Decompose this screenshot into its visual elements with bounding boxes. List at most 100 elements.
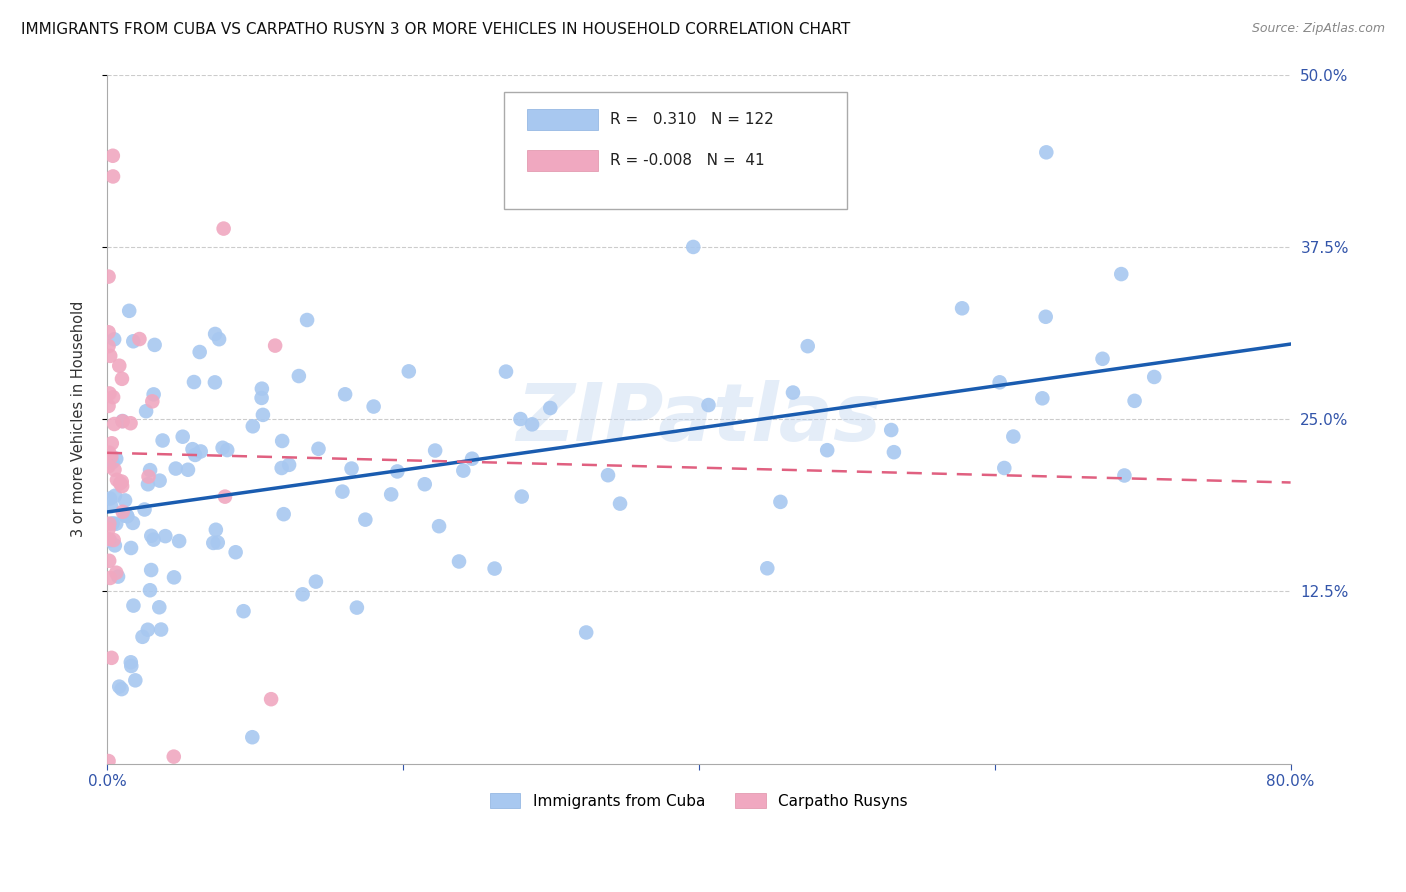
Point [202, 536, 225, 550]
Point [101, 436, 124, 450]
Point [782, 385, 804, 400]
Legend: Immigrants from Cuba, Carpatho Rusyns: Immigrants from Cuba, Carpatho Rusyns [484, 787, 914, 814]
Point [98, 554, 121, 568]
Point [993, 461, 1015, 475]
Point [183, 375, 205, 389]
Point [260, 692, 283, 706]
Point [143, 338, 166, 352]
Point [120, 416, 142, 430]
FancyBboxPatch shape [527, 151, 598, 171]
Point [575, 625, 598, 640]
Point [118, 303, 141, 318]
Point [308, 442, 330, 456]
Text: R =   0.310   N = 122: R = 0.310 N = 122 [610, 112, 773, 127]
Point [155, 529, 177, 543]
Point [108, 359, 131, 373]
Point [1143, 370, 1166, 384]
Point [207, 535, 229, 549]
Point [163, 570, 186, 584]
Point [141, 529, 163, 543]
Point [97, 459, 120, 474]
Point [208, 332, 231, 346]
Point [120, 659, 142, 673]
Point [128, 332, 150, 346]
Point [139, 463, 162, 477]
Point [136, 477, 159, 491]
Point [880, 423, 903, 437]
Point [288, 369, 311, 384]
Point [97, 399, 120, 413]
Point [98, 491, 121, 506]
Point [756, 561, 779, 575]
Text: IMMIGRANTS FROM CUBA VS CARPATHO RUSYN 3 OR MORE VEHICLES IN HOUSEHOLD CORRELATI: IMMIGRANTS FROM CUBA VS CARPATHO RUSYN 3… [21, 22, 851, 37]
Point [250, 391, 273, 405]
Point [682, 240, 704, 254]
Point [214, 490, 236, 504]
Point [122, 516, 145, 530]
Point [167, 534, 190, 549]
Point [108, 680, 131, 694]
Point [100, 450, 122, 464]
Text: Source: ZipAtlas.com: Source: ZipAtlas.com [1251, 22, 1385, 36]
Point [105, 451, 128, 466]
Point [217, 443, 239, 458]
Point [204, 326, 226, 341]
Point [98, 533, 121, 548]
Point [252, 408, 274, 422]
Point [177, 463, 200, 477]
Point [295, 313, 318, 327]
Point [423, 443, 446, 458]
Point [98, 386, 121, 401]
Point [107, 569, 129, 583]
Point [114, 508, 136, 523]
Point [1091, 351, 1114, 366]
Point [232, 604, 254, 618]
Point [97, 339, 120, 353]
Point [138, 469, 160, 483]
Point [149, 474, 172, 488]
Point [461, 451, 484, 466]
Point [141, 563, 163, 577]
Point [609, 497, 631, 511]
Point [453, 464, 475, 478]
Point [510, 490, 533, 504]
Point [427, 519, 450, 533]
Point [211, 441, 233, 455]
Point [190, 444, 212, 458]
Point [333, 387, 356, 401]
Point [124, 673, 146, 688]
Point [815, 443, 838, 458]
Point [188, 345, 211, 359]
Point [104, 489, 127, 503]
Point [883, 445, 905, 459]
Point [120, 655, 142, 669]
Point [273, 507, 295, 521]
Point [398, 364, 420, 378]
Point [148, 600, 170, 615]
Point [101, 169, 124, 184]
Point [136, 623, 159, 637]
Point [97, 326, 120, 340]
Point [101, 516, 124, 531]
Point [114, 493, 136, 508]
Point [101, 149, 124, 163]
Point [97, 754, 120, 768]
Point [950, 301, 973, 316]
Point [105, 473, 128, 487]
Text: ZIPatlas: ZIPatlas [516, 380, 882, 458]
Point [520, 417, 543, 432]
Point [103, 332, 125, 346]
FancyBboxPatch shape [527, 109, 598, 129]
Point [264, 338, 287, 352]
Point [291, 587, 314, 601]
Point [796, 339, 818, 353]
Point [1002, 429, 1025, 443]
Point [538, 401, 561, 415]
Point [104, 538, 127, 552]
Point [141, 394, 163, 409]
Point [242, 419, 264, 434]
Point [122, 599, 145, 613]
Point [103, 417, 125, 431]
Point [98, 349, 121, 363]
Point [387, 465, 409, 479]
